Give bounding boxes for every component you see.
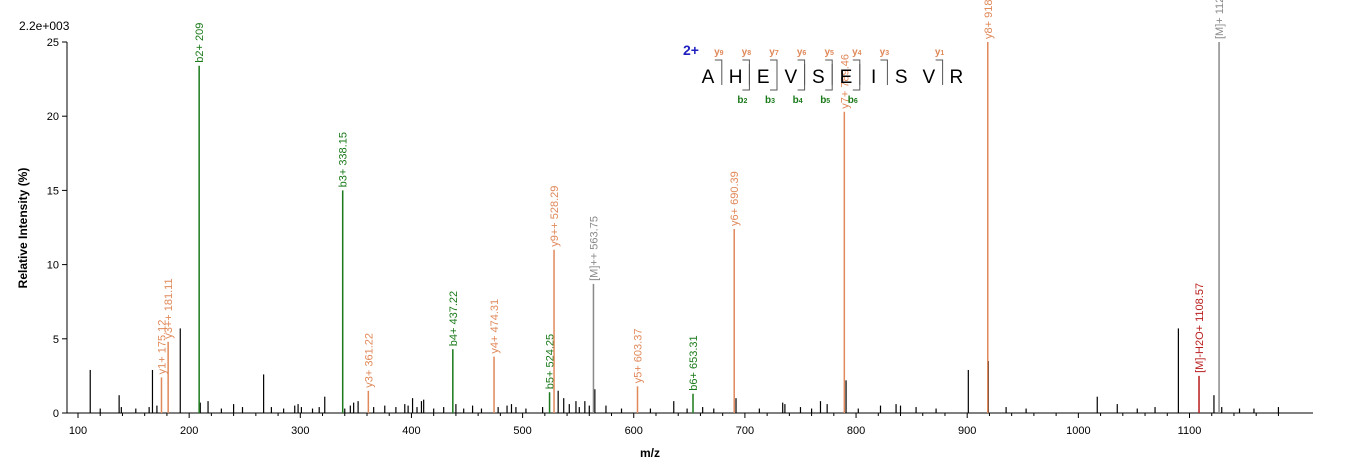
- b-ion-label: b2: [737, 95, 747, 106]
- x-tick-label: 700: [736, 425, 754, 437]
- y-ion-bracket: [880, 59, 888, 85]
- peak-label: y5+ 603.37: [632, 329, 644, 384]
- sequence-residue: S: [812, 67, 825, 88]
- b-ion-bracket: [825, 64, 833, 91]
- y-tick-label: 25: [47, 37, 59, 49]
- noise-peaks: [89, 328, 1280, 413]
- peak-label: [M]+ 1126.60: [1214, 0, 1226, 39]
- sequence-residue: E: [757, 67, 770, 88]
- b-ion-label: b6: [848, 95, 858, 106]
- y-ion-bracket: [935, 59, 944, 85]
- peak-label: [M]-H2O+ 1108.57: [1194, 283, 1206, 373]
- b-ion-label: b3: [765, 95, 775, 106]
- b-ion-bracket: [852, 64, 861, 91]
- y-ion-label: y5: [824, 47, 834, 58]
- sequence-residue: A: [702, 67, 715, 88]
- x-axis-title: m/z: [640, 446, 660, 460]
- peak-label: y7+ 789.46: [839, 54, 851, 109]
- b-ion-label: b4: [793, 95, 803, 106]
- sequence-residue: I: [871, 67, 876, 88]
- sequence-residue: R: [950, 67, 964, 88]
- y-ion-bracket: [714, 59, 723, 85]
- y-axis-title: Relative Intensity (%): [16, 168, 30, 289]
- y-ion-label: y1: [935, 47, 945, 58]
- y-ion-label: y9: [714, 47, 724, 58]
- y-ion-bracket: [825, 59, 833, 85]
- y-ion-bracket: [797, 59, 806, 85]
- y-ion-label: y6: [797, 47, 807, 58]
- x-tick-label: 400: [402, 425, 420, 437]
- sequence-residue: H: [729, 67, 743, 88]
- peak-label: y3++ 181.11: [163, 278, 175, 338]
- y-ion-label: y7: [769, 47, 779, 58]
- y-ion-label: y4: [852, 47, 862, 58]
- peak-label: y6+ 690.39: [729, 171, 741, 226]
- peak-label: y8+ 918.50: [983, 0, 995, 39]
- sequence-residue: S: [895, 67, 908, 88]
- peak-label: y1+ 175.12: [156, 320, 168, 375]
- peak-label: y4+ 474.31: [489, 299, 501, 354]
- sequence-residue: V: [784, 67, 797, 88]
- x-tick-label: 300: [291, 425, 309, 437]
- sequence-residue: V: [922, 67, 935, 88]
- x-tick-label: 1000: [1066, 425, 1090, 437]
- peak-label: y3+ 361.22: [363, 333, 375, 388]
- b-ion-label: b5: [820, 95, 830, 106]
- y-tick-label: 15: [47, 185, 59, 197]
- y-ion-bracket: [852, 59, 861, 85]
- peak-label: b3+ 338.15: [338, 132, 350, 187]
- y-tick-label: 20: [47, 111, 59, 123]
- y-ion-bracket: [770, 59, 778, 85]
- x-tick-label: 1100: [1178, 425, 1202, 437]
- y-tick-label: 5: [53, 334, 59, 346]
- intensity-scale-label: 2.2e+003: [19, 19, 70, 33]
- x-tick-label: 800: [847, 425, 865, 437]
- x-tick-label: 100: [69, 425, 87, 437]
- b-ion-bracket: [770, 64, 778, 91]
- b-ion-bracket: [742, 64, 750, 91]
- peak-label: b2+ 209: [194, 23, 206, 63]
- x-tick-label: 200: [180, 425, 198, 437]
- x-tick-label: 600: [625, 425, 643, 437]
- chart-axes: 0 5 10 15 20 25 100 200 300 400 500 600 700 800 900 100…: [47, 37, 1313, 437]
- peak-label: b4+ 437.22: [448, 291, 460, 346]
- sequence-residue: E: [840, 67, 853, 88]
- charge-state-label: 2+: [683, 42, 699, 58]
- x-tick-label: 900: [958, 425, 976, 437]
- y-tick-label: 10: [47, 260, 59, 272]
- peak-label: b6+ 653.31: [688, 335, 700, 390]
- y-ion-bracket: [742, 59, 750, 85]
- peak-label: y9++ 528.29: [549, 186, 561, 247]
- y-tick-label: 0: [53, 408, 59, 420]
- y-ion-label: y8: [742, 47, 752, 58]
- y-ion-label: y3: [880, 47, 890, 58]
- x-tick-label: 500: [513, 425, 531, 437]
- peak-label: [M]++ 563.75: [588, 216, 600, 281]
- b-ion-bracket: [797, 64, 806, 91]
